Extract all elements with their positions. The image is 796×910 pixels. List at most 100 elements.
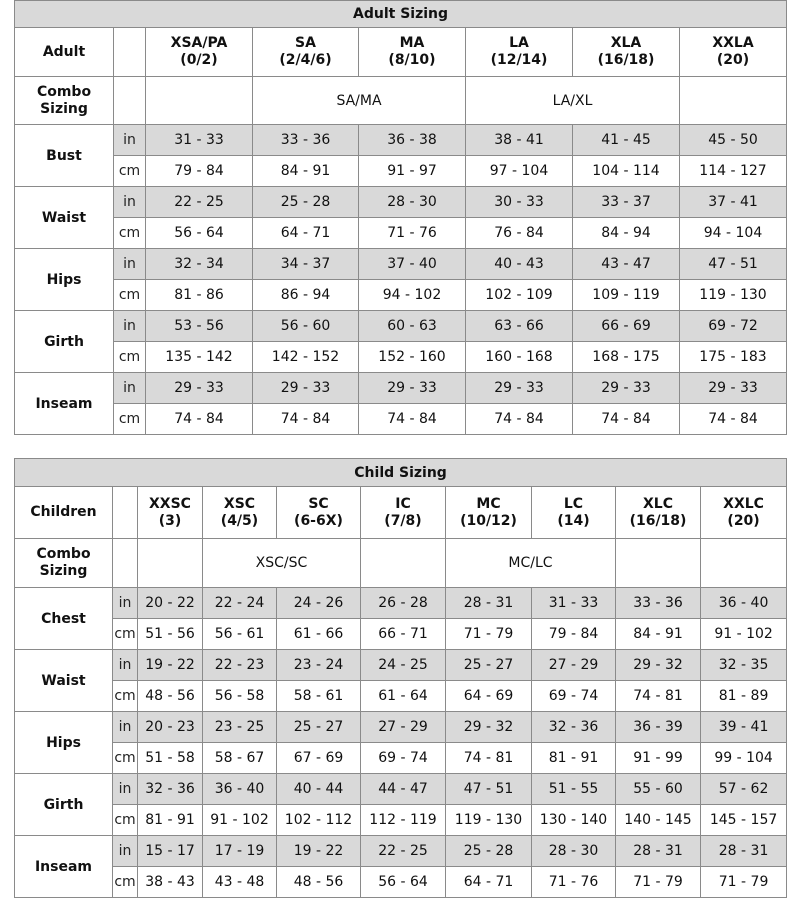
size-name: XLA <box>610 35 642 51</box>
size-value: 45 - 50 <box>678 124 788 156</box>
size-value: 19 - 22 <box>137 649 203 681</box>
unit-label: in <box>113 310 146 342</box>
size-value: 119 - 130 <box>445 804 532 836</box>
size-value: 84 - 91 <box>615 618 701 650</box>
size-name: SA <box>295 35 316 51</box>
size-value: 40 - 43 <box>465 248 573 280</box>
size-range: (4/5) <box>220 512 259 529</box>
size-value: 23 - 24 <box>276 649 361 681</box>
size-value: 25 - 27 <box>445 649 532 681</box>
size-name: XXLC <box>723 495 764 512</box>
size-name: MA <box>399 35 425 51</box>
header-row: Adult XSA/PA (0/2) SA (2/4/6) MA (8/10) LA (12/1… <box>14 27 788 77</box>
size-value: 57 - 62 <box>699 773 788 805</box>
size-value: 36 - 39 <box>615 711 701 743</box>
size-value: 25 - 28 <box>445 835 532 867</box>
size-value: 66 - 71 <box>360 618 446 650</box>
size-value: 29 - 33 <box>465 372 573 404</box>
size-value: 36 - 38 <box>358 124 466 156</box>
size-value: 91 - 102 <box>699 618 788 650</box>
size-header: XSA/PA (0/2) <box>145 27 253 77</box>
measure-label: Waist <box>14 186 114 249</box>
size-value: 130 - 140 <box>531 804 616 836</box>
measure-row: cm 48 - 56 56 - 58 58 - 61 61 - 64 64 - 69 69 … <box>15 680 788 712</box>
measure-row: cm 38 - 43 43 - 48 48 - 56 56 - 64 64 - 71 71 … <box>15 866 788 898</box>
size-header: XLA (16/18) <box>572 27 680 77</box>
size-value: 97 - 104 <box>465 155 573 187</box>
size-value: 48 - 56 <box>137 680 203 712</box>
size-value: 74 - 84 <box>145 403 253 435</box>
size-name: XXLA <box>712 35 754 51</box>
size-header: LC (14) <box>531 486 616 539</box>
size-value: 30 - 33 <box>465 186 573 218</box>
size-name: LC <box>563 495 584 512</box>
size-value: 69 - 74 <box>531 680 616 712</box>
size-value: 91 - 102 <box>202 804 277 836</box>
combo-cell <box>699 538 788 588</box>
size-header: MA (8/10) <box>358 27 466 77</box>
table-title: Child Sizing <box>13 458 788 487</box>
size-value: 112 - 119 <box>360 804 446 836</box>
measure-label: Chest <box>14 587 113 650</box>
measure-label: Waist <box>14 649 113 712</box>
size-value: 53 - 56 <box>145 310 253 342</box>
size-value: 84 - 94 <box>572 217 680 249</box>
size-header: SC (6-6X) <box>276 486 361 539</box>
size-value: 25 - 27 <box>276 711 361 743</box>
size-value: 64 - 71 <box>252 217 359 249</box>
size-value: 74 - 81 <box>615 680 701 712</box>
size-value: 64 - 69 <box>445 680 532 712</box>
combo-label: Combo Sizing <box>14 538 113 588</box>
size-value: 79 - 84 <box>145 155 253 187</box>
size-value: 109 - 119 <box>572 279 680 311</box>
measure-row: Chest in 20 - 22 22 - 24 24 - 26 26 - 28 28 - … <box>14 587 788 650</box>
size-value: 74 - 81 <box>445 742 532 774</box>
size-value: 33 - 36 <box>615 587 701 619</box>
size-value: 28 - 31 <box>445 587 532 619</box>
size-value: 102 - 112 <box>276 804 361 836</box>
measure-row: Waist in 22 - 25 25 - 28 28 - 30 30 - 33 33 - … <box>14 186 788 249</box>
size-value: 20 - 23 <box>137 711 203 743</box>
size-value: 17 - 19 <box>202 835 277 867</box>
measure-label: Hips <box>14 711 113 774</box>
size-value: 84 - 91 <box>252 155 359 187</box>
measure-row: Bust in 31 - 33 33 - 36 36 - 38 38 - 41 41 - 4… <box>14 124 788 187</box>
size-value: 32 - 34 <box>145 248 253 280</box>
combo-row: Combo Sizing XSC/SC MC/LC <box>14 538 788 588</box>
size-value: 31 - 33 <box>145 124 253 156</box>
size-value: 20 - 22 <box>137 587 203 619</box>
size-value: 152 - 160 <box>358 341 466 373</box>
size-value: 41 - 45 <box>572 124 680 156</box>
measure-row: cm 74 - 84 74 - 84 74 - 84 74 - 84 74 - 84 74 … <box>15 403 788 435</box>
measure-row: cm 51 - 58 58 - 67 67 - 69 69 - 74 74 - 81 81 … <box>15 742 788 774</box>
size-value: 81 - 91 <box>531 742 616 774</box>
size-value: 37 - 40 <box>358 248 466 280</box>
size-value: 160 - 168 <box>465 341 573 373</box>
size-value: 29 - 32 <box>445 711 532 743</box>
size-value: 91 - 97 <box>358 155 466 187</box>
size-value: 55 - 60 <box>615 773 701 805</box>
size-value: 48 - 56 <box>276 866 361 898</box>
size-range: (3) <box>158 512 182 529</box>
size-name: IC <box>395 495 411 512</box>
size-value: 56 - 61 <box>202 618 277 650</box>
size-value: 94 - 102 <box>358 279 466 311</box>
size-value: 40 - 44 <box>276 773 361 805</box>
size-value: 28 - 31 <box>699 835 788 867</box>
size-value: 51 - 58 <box>137 742 203 774</box>
measure-row: Hips in 20 - 23 23 - 25 25 - 27 27 - 29 29 - 3… <box>14 711 788 774</box>
size-value: 135 - 142 <box>145 341 253 373</box>
measure-label: Hips <box>14 248 114 311</box>
measure-row: cm 81 - 86 86 - 94 94 - 102 102 - 109 109 - 1… <box>15 279 788 311</box>
measure-row: Waist in 19 - 22 22 - 23 23 - 24 24 - 25 25 - … <box>14 649 788 712</box>
unit-label: cm <box>113 155 146 187</box>
size-header: MC (10/12) <box>445 486 532 539</box>
unit-label: in <box>112 649 138 681</box>
child-sizing-table: Child Sizing Children XXSC (3) XSC (4/5) SC (6-… <box>13 458 788 898</box>
size-value: 27 - 29 <box>360 711 446 743</box>
size-range: (20) <box>727 512 760 529</box>
size-value: 142 - 152 <box>252 341 359 373</box>
size-value: 81 - 91 <box>137 804 203 836</box>
size-value: 26 - 28 <box>360 587 446 619</box>
